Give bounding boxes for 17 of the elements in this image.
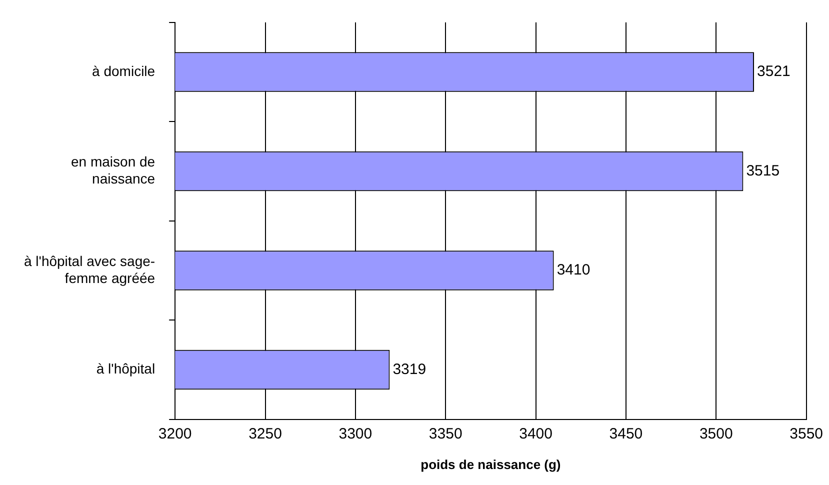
- x-tick-label: 3500: [699, 426, 733, 443]
- data-label: 3515: [746, 162, 780, 180]
- x-tick-label: 3200: [158, 426, 192, 443]
- data-label: 3410: [556, 262, 590, 279]
- y-tick-label: en maison de naissance: [71, 154, 156, 187]
- y-tick-label: à l'hôpital avec sage-femme agréée: [24, 252, 156, 286]
- x-tick-label: 3350: [428, 426, 462, 443]
- x-tick-label: 3550: [790, 426, 824, 443]
- data-label: 3319: [392, 360, 426, 378]
- y-tick-label: à domicile: [92, 62, 156, 79]
- x-axis-title: poids de naissance (g): [420, 456, 561, 472]
- y-tick-label: à l'hôpital: [96, 360, 156, 377]
- x-tick-label: 3300: [338, 426, 372, 443]
- x-tick-label: 3250: [248, 426, 282, 443]
- x-tick-label: 3450: [609, 426, 643, 443]
- x-tick-label: 3400: [519, 426, 552, 443]
- data-label: 3521: [757, 63, 790, 80]
